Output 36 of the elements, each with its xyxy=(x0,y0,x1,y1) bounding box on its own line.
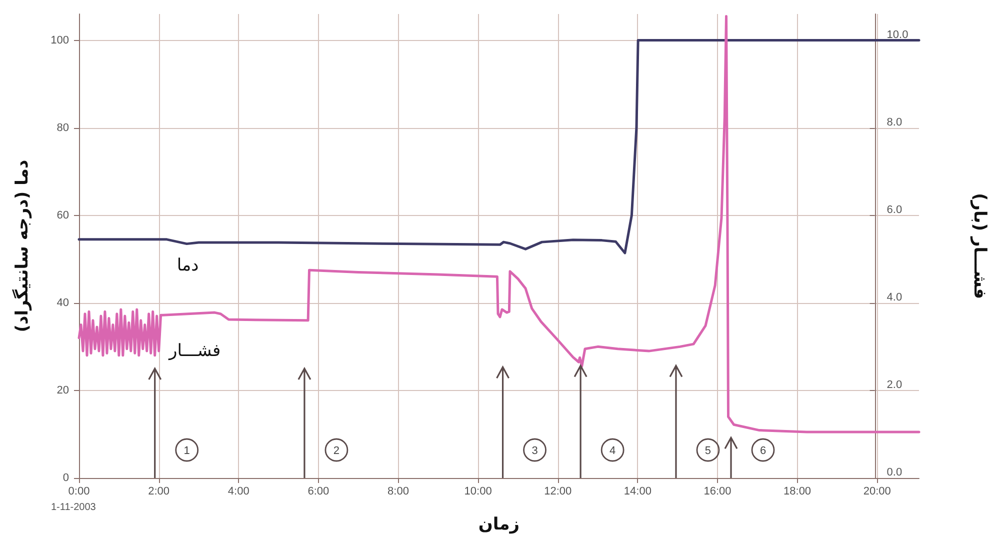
y-tick-label: 100 xyxy=(50,34,69,46)
x-tick-label: 10:00 xyxy=(464,486,492,498)
y2-tick-label: 4.0 xyxy=(886,291,902,304)
x-tick-label: 16:00 xyxy=(704,486,732,498)
line-series xyxy=(78,39,920,254)
x-tick-label: 18:00 xyxy=(784,486,812,498)
annotation: 3 xyxy=(532,445,538,457)
y-tick-label: 40 xyxy=(56,296,69,309)
x-axis-title: زمان xyxy=(478,514,520,534)
x-tick-label: 20:00 xyxy=(863,486,891,498)
x-tick-label: 0:00 xyxy=(68,486,90,498)
x-tick-label: 14:00 xyxy=(624,486,652,498)
y-tick-label: 80 xyxy=(56,122,69,134)
y2-tick-label: 2.0 xyxy=(886,378,902,391)
annotation: 6 xyxy=(760,445,766,457)
x-tick-label: 12:00 xyxy=(544,486,572,498)
annotation: 4 xyxy=(610,445,616,457)
annotation: 2 xyxy=(333,445,340,457)
y-tick-label: 20 xyxy=(56,384,69,396)
y2-tick-label: 6.0 xyxy=(886,204,902,216)
annotation: 1 xyxy=(184,445,190,457)
y2-axis-title: فشـــار (بار) xyxy=(970,192,990,300)
x-tick-label: 6:00 xyxy=(308,486,330,498)
y-tick-label: 60 xyxy=(56,209,69,222)
y2-tick-label: 0.0 xyxy=(886,466,902,478)
x-tick-label: 2:00 xyxy=(148,486,170,498)
series-label: فشـــار xyxy=(168,340,221,361)
x-tick-label: 8:00 xyxy=(388,486,409,498)
text: 1-11-2003 xyxy=(51,502,96,513)
series-label: دما xyxy=(176,256,199,276)
x-tick-label: 4:00 xyxy=(228,486,250,498)
y-axis-title: دما (درجه سانتیگراد) xyxy=(12,160,32,332)
y2-tick-label: 8.0 xyxy=(886,116,902,128)
annotation: 5 xyxy=(704,445,712,457)
y2-tick-label: 10.0 xyxy=(886,28,908,41)
y-tick-label: 0 xyxy=(62,472,69,484)
